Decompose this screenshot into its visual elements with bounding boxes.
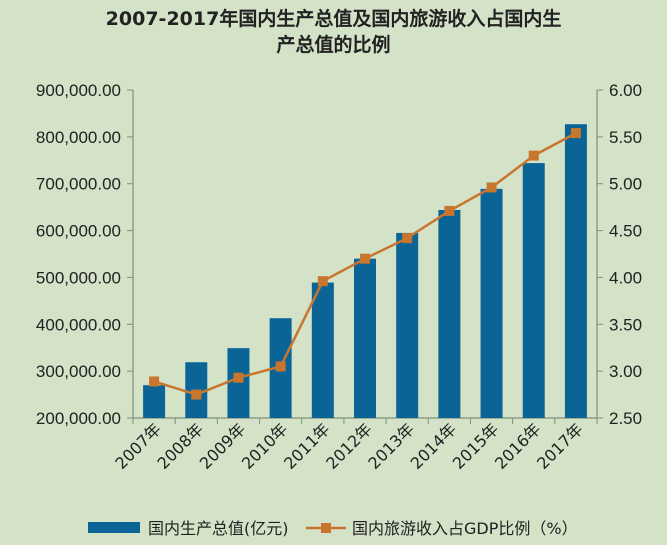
line-point-2015年 [486, 182, 497, 193]
legend-line-label: 国内旅游收入占GDP比例（%） [352, 519, 578, 538]
left-tick-label: 400,000.00 [36, 315, 121, 334]
right-tick-label: 2.50 [609, 409, 642, 428]
line-point-2010年 [275, 361, 286, 372]
right-tick-label: 4.50 [609, 222, 642, 241]
line-point-2014年 [444, 205, 455, 216]
x-tick-label: 2016年 [491, 419, 545, 473]
chart-title-line-1: 2007-2017年国内生产总值及国内旅游收入占国内生 [105, 8, 562, 30]
x-tick-label: 2010年 [238, 419, 292, 473]
bar-2007年 [143, 385, 166, 418]
bar-2015年 [480, 188, 503, 418]
left-tick-label: 300,000.00 [36, 362, 121, 381]
x-tick-label: 2009年 [196, 419, 250, 473]
x-tick-label: 2008年 [154, 419, 208, 473]
left-tick-label: 900,000.00 [36, 81, 121, 100]
bar-2009年 [227, 348, 250, 418]
bar-2012年 [354, 258, 376, 418]
chart-title-line-2: 产总值的比例 [276, 34, 391, 56]
x-tick-label: 2017年 [533, 419, 587, 473]
line-point-2011年 [317, 276, 328, 287]
x-tick-label: 2011年 [280, 419, 334, 473]
bar-2013年 [396, 232, 419, 418]
bar-2017年 [564, 124, 587, 418]
bar-2011年 [311, 282, 334, 418]
line-point-2016年 [528, 150, 539, 161]
line-point-2012年 [360, 253, 370, 264]
x-tick-label: 2012年 [322, 419, 376, 473]
right-tick-label: 4.00 [609, 268, 642, 287]
right-tick-label: 5.50 [609, 128, 642, 147]
line-point-2007年 [149, 376, 160, 387]
right-tick-label: 5.00 [609, 175, 642, 194]
left-tick-label: 700,000.00 [36, 175, 121, 194]
legend-bar-label: 国内生产总值(亿元) [148, 519, 289, 538]
left-tick-label: 800,000.00 [36, 128, 121, 147]
legend-bar-swatch [88, 522, 140, 533]
right-tick-label: 3.00 [609, 362, 642, 381]
line-point-2017年 [570, 128, 581, 139]
bar-2014年 [438, 209, 461, 418]
bar-2016年 [522, 163, 545, 418]
chart-title: 2007-2017年国内生产总值及国内旅游收入占国内生 产总值的比例 [0, 6, 667, 58]
line-point-2013年 [402, 233, 413, 244]
x-tick-label: 2014年 [407, 419, 461, 473]
left-tick-label: 500,000.00 [36, 268, 121, 287]
right-tick-label: 3.50 [609, 315, 642, 334]
legend-line-marker [321, 523, 331, 533]
left-tick-label: 200,000.00 [36, 409, 121, 428]
x-tick-label: 2015年 [449, 419, 503, 473]
line-point-2009年 [233, 372, 244, 383]
x-tick-label: 2013年 [364, 419, 418, 473]
right-tick-label: 6.00 [609, 81, 642, 100]
left-tick-label: 600,000.00 [36, 222, 121, 241]
line-point-2008年 [191, 389, 202, 400]
